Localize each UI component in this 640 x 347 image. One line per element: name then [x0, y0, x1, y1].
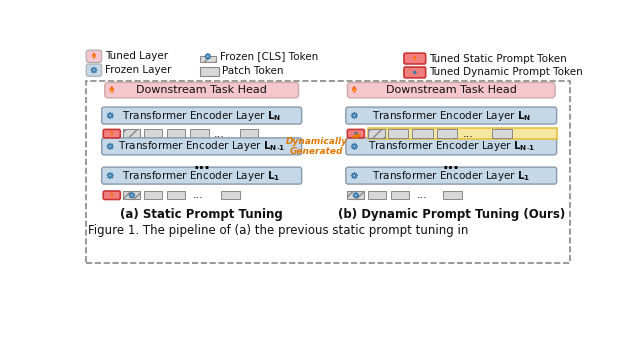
Text: ...: ... [443, 157, 460, 172]
Bar [388, 129, 408, 138]
Polygon shape [413, 56, 417, 61]
Bar [367, 129, 385, 138]
Text: ...: ... [214, 129, 225, 139]
Bar [444, 191, 462, 200]
Text: Dynamically
Generated: Dynamically Generated [285, 134, 360, 156]
FancyBboxPatch shape [103, 191, 120, 200]
Text: ...: ... [463, 129, 474, 139]
Bar [124, 191, 140, 200]
Bar [200, 56, 216, 62]
Text: Patch Token: Patch Token [222, 66, 284, 76]
Polygon shape [129, 192, 135, 198]
Text: ...: ... [417, 190, 428, 200]
Polygon shape [107, 172, 114, 179]
Text: Frozen [CLS] Token: Frozen [CLS] Token [220, 51, 317, 61]
Polygon shape [413, 71, 417, 74]
FancyBboxPatch shape [102, 138, 301, 155]
FancyBboxPatch shape [102, 107, 301, 124]
Circle shape [109, 114, 111, 117]
Text: Transformer Encoder Layer $\mathbf{L_1}$: Transformer Encoder Layer $\mathbf{L_1}$ [372, 169, 531, 183]
FancyBboxPatch shape [404, 67, 426, 78]
FancyBboxPatch shape [105, 83, 298, 98]
Polygon shape [91, 67, 97, 74]
Bar [239, 129, 259, 138]
Polygon shape [353, 192, 359, 198]
Polygon shape [107, 112, 114, 119]
Circle shape [413, 71, 416, 74]
Circle shape [353, 145, 356, 148]
Circle shape [93, 69, 95, 71]
Text: Frozen Layer: Frozen Layer [105, 65, 171, 75]
Circle shape [109, 174, 111, 177]
Text: Transformer Encoder Layer $\mathbf{L_{N\text{-}1}}$: Transformer Encoder Layer $\mathbf{L_{N\… [367, 139, 535, 153]
Polygon shape [414, 57, 415, 60]
FancyBboxPatch shape [103, 129, 120, 138]
FancyBboxPatch shape [404, 53, 426, 64]
Bar [167, 191, 186, 200]
FancyBboxPatch shape [86, 50, 102, 62]
Bar [190, 129, 209, 138]
Polygon shape [205, 53, 211, 60]
Bar [143, 191, 162, 200]
Text: Tuned Static Prompt Token: Tuned Static Prompt Token [429, 53, 566, 64]
Polygon shape [353, 88, 355, 92]
Polygon shape [107, 143, 114, 150]
Text: Figure 1. The pipeline of (a) the previous static prompt tuning in: Figure 1. The pipeline of (a) the previo… [88, 224, 468, 237]
Bar [367, 128, 557, 139]
FancyBboxPatch shape [348, 83, 555, 98]
Text: Transformer Encoder Layer $\mathbf{L_1}$: Transformer Encoder Layer $\mathbf{L_1}$ [122, 169, 281, 183]
Circle shape [414, 72, 415, 73]
Polygon shape [351, 143, 358, 150]
Polygon shape [109, 86, 115, 93]
Circle shape [353, 174, 356, 177]
Circle shape [207, 55, 209, 58]
Bar [412, 129, 433, 138]
FancyBboxPatch shape [346, 107, 557, 124]
Polygon shape [92, 52, 96, 59]
Text: Tuned Dynamic Prompt Token: Tuned Dynamic Prompt Token [429, 67, 582, 77]
Polygon shape [352, 86, 357, 93]
Polygon shape [93, 54, 95, 58]
Text: Transformer Encoder Layer $\mathbf{L_{N\text{-}1}}$: Transformer Encoder Layer $\mathbf{L_{N\… [118, 139, 285, 153]
Circle shape [355, 133, 357, 135]
Circle shape [109, 145, 111, 148]
Polygon shape [111, 88, 113, 92]
Bar [86, 81, 570, 263]
Bar [221, 191, 239, 200]
Polygon shape [351, 172, 358, 179]
Bar [492, 129, 511, 138]
Text: ...: ... [193, 190, 204, 200]
Circle shape [355, 133, 356, 134]
Text: ...: ... [193, 157, 210, 172]
Polygon shape [351, 112, 358, 119]
FancyBboxPatch shape [348, 129, 364, 138]
Bar [348, 191, 364, 200]
Polygon shape [111, 132, 113, 135]
Text: Transformer Encoder Layer $\mathbf{L_N}$: Transformer Encoder Layer $\mathbf{L_N}$ [372, 109, 531, 122]
Circle shape [353, 114, 356, 117]
Polygon shape [110, 131, 113, 136]
FancyBboxPatch shape [346, 138, 557, 155]
FancyBboxPatch shape [102, 167, 301, 184]
Bar [167, 129, 186, 138]
Bar [391, 191, 410, 200]
Bar [143, 129, 162, 138]
Text: Downstream Task Head: Downstream Task Head [136, 85, 267, 95]
Bar [124, 129, 140, 138]
Bar [437, 129, 458, 138]
Polygon shape [110, 192, 113, 197]
Bar [367, 191, 386, 200]
Polygon shape [354, 132, 358, 135]
Circle shape [355, 194, 357, 196]
Text: Tuned Layer: Tuned Layer [105, 51, 168, 61]
Circle shape [131, 194, 133, 196]
Bar [200, 67, 219, 76]
FancyBboxPatch shape [346, 167, 557, 184]
Polygon shape [111, 194, 113, 196]
Text: (b) Dynamic Prompt Tuning (Ours): (b) Dynamic Prompt Tuning (Ours) [338, 208, 565, 221]
Text: Transformer Encoder Layer $\mathbf{L_N}$: Transformer Encoder Layer $\mathbf{L_N}$ [122, 109, 282, 122]
FancyBboxPatch shape [86, 64, 102, 76]
Text: (a) Static Prompt Tuning: (a) Static Prompt Tuning [120, 208, 283, 221]
Text: Downstream Task Head: Downstream Task Head [386, 85, 516, 95]
